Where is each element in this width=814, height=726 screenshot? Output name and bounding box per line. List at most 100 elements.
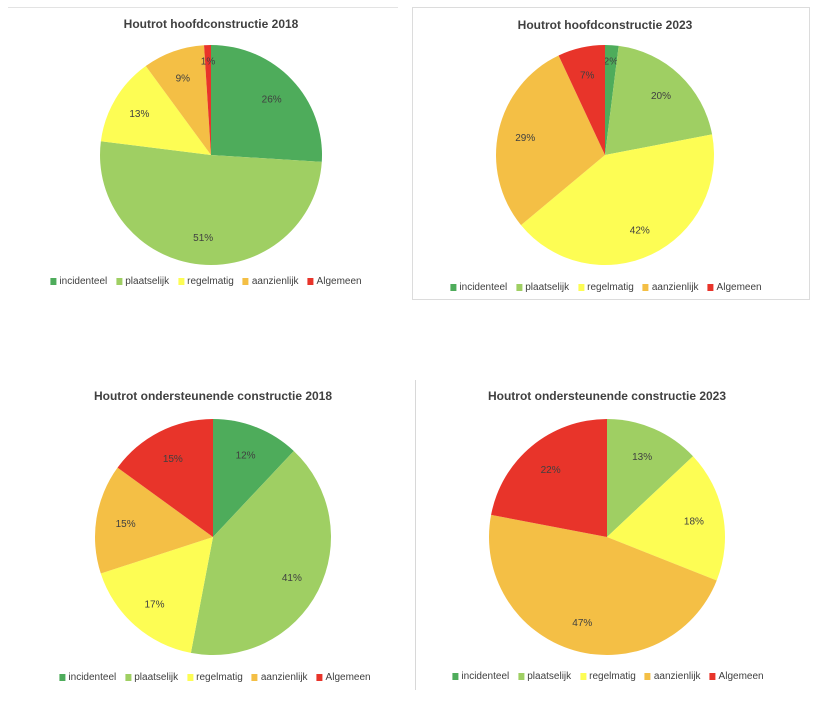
pie-slice-aanzienlijk xyxy=(496,55,605,226)
legend-item: incidenteel xyxy=(50,276,107,287)
divider xyxy=(415,380,416,690)
data-label: 9% xyxy=(176,73,191,84)
legend-swatch xyxy=(125,674,132,681)
legend-item: incidenteel xyxy=(452,671,509,682)
legend-label: regelmatig xyxy=(187,276,234,287)
data-label: 1% xyxy=(201,56,216,67)
legend-4: incidenteel plaatselijk regelmatig aanzienl… xyxy=(452,671,764,682)
pie-slice-regelmatig xyxy=(521,134,714,266)
legend-swatch xyxy=(450,284,457,291)
pie-slice-plaatselijk xyxy=(607,419,694,537)
data-label: 13% xyxy=(129,109,149,120)
chart-title-1: Houtrot hoofdconstructie 2018 xyxy=(123,17,299,31)
legend-swatch xyxy=(316,674,323,681)
pie-slice-plaatselijk xyxy=(99,141,322,266)
pie-slice-regelmatig xyxy=(100,66,211,155)
legend-label: Algemeen xyxy=(325,672,371,683)
legend-swatch xyxy=(116,278,123,285)
legend-label: Algemeen xyxy=(316,276,362,287)
legend-swatch xyxy=(251,674,258,681)
legend-item: incidenteel xyxy=(450,282,507,293)
legend-item: regelmatig xyxy=(187,672,243,683)
legend-label: aanzienlijk xyxy=(651,282,699,293)
legend-swatch xyxy=(642,284,649,291)
legend-swatch xyxy=(307,278,314,285)
legend-item: regelmatig xyxy=(580,671,636,682)
legend-swatch xyxy=(242,278,249,285)
legend-item: Algemeen xyxy=(707,282,762,293)
legend-label: plaatselijk xyxy=(125,276,170,287)
legend-swatch xyxy=(452,673,459,680)
legend-label: aanzienlijk xyxy=(653,671,701,682)
legend-label: regelmatig xyxy=(587,282,634,293)
data-label: 41% xyxy=(282,573,302,584)
legend-item: aanzienlijk xyxy=(251,672,308,683)
data-label: 17% xyxy=(144,599,164,610)
legend-label: plaatselijk xyxy=(134,672,179,683)
pie-slice-incidenteel xyxy=(213,419,294,537)
legend-label: Algemeen xyxy=(716,282,762,293)
legend-label: incidenteel xyxy=(459,282,508,293)
pie-slice-plaatselijk xyxy=(605,45,713,155)
pie-slice-incidenteel xyxy=(605,45,619,155)
chart-frame-1 xyxy=(8,7,398,303)
data-label: 15% xyxy=(163,454,183,465)
pie-slice-aanzienlijk xyxy=(145,45,211,156)
legend-swatch xyxy=(578,284,585,291)
legend-label: regelmatig xyxy=(196,672,243,683)
legend-item: regelmatig xyxy=(178,276,234,287)
data-label: 22% xyxy=(541,465,561,476)
legend-item: incidenteel xyxy=(59,672,116,683)
chart-title-4: Houtrot ondersteunende constructie 2023 xyxy=(487,389,727,403)
legend-1: incidenteel plaatselijk regelmatig aanzienl… xyxy=(50,276,362,287)
pie-slice-incidenteel xyxy=(211,45,322,162)
legend-swatch xyxy=(580,673,587,680)
legend-item: Algemeen xyxy=(307,276,362,287)
legend-swatch xyxy=(644,673,651,680)
pie-slice-algemeen xyxy=(558,45,605,155)
legend-item: aanzienlijk xyxy=(242,276,299,287)
legend-label: aanzienlijk xyxy=(251,276,299,287)
data-label: 12% xyxy=(236,451,256,462)
legend-label: incidenteel xyxy=(461,671,510,682)
data-label: 29% xyxy=(515,133,535,144)
data-label: 2% xyxy=(604,57,619,68)
pie-slice-algemeen xyxy=(204,45,211,155)
legend-label: Algemeen xyxy=(718,671,764,682)
legend-label: aanzienlijk xyxy=(260,672,308,683)
pie-slice-algemeen xyxy=(491,419,607,537)
legend-item: plaatselijk xyxy=(125,672,178,683)
legend-item: aanzienlijk xyxy=(642,282,699,293)
pie-slice-aanzienlijk xyxy=(489,514,717,655)
legend-label: plaatselijk xyxy=(527,671,572,682)
pie-slice-regelmatig xyxy=(100,537,213,653)
legend-label: plaatselijk xyxy=(525,282,570,293)
legend-label: incidenteel xyxy=(68,672,117,683)
chart-frame-2 xyxy=(412,7,810,300)
legend-label: incidenteel xyxy=(59,276,108,287)
data-label: 13% xyxy=(632,452,652,463)
legend-swatch xyxy=(709,673,716,680)
data-label: 7% xyxy=(580,70,595,81)
legend-item: plaatselijk xyxy=(518,671,571,682)
data-label: 15% xyxy=(116,519,136,530)
legend-3: incidenteel plaatselijk regelmatig aanzienl… xyxy=(59,672,371,683)
data-label: 18% xyxy=(684,516,704,527)
data-label: 26% xyxy=(262,95,282,106)
pie-slice-plaatselijk xyxy=(190,450,332,655)
data-label: 42% xyxy=(630,226,650,237)
chart-title-2: Houtrot hoofdconstructie 2023 xyxy=(517,18,693,32)
legend-swatch xyxy=(187,674,194,681)
chart-title-3: Houtrot ondersteunende constructie 2018 xyxy=(93,389,333,403)
legend-2: incidenteel plaatselijk regelmatig aanzienl… xyxy=(450,282,762,293)
legend-item: plaatselijk xyxy=(516,282,569,293)
legend-item: plaatselijk xyxy=(116,276,169,287)
data-label: 51% xyxy=(193,233,213,244)
pie-slice-algemeen xyxy=(117,419,213,537)
legend-item: Algemeen xyxy=(709,671,764,682)
legend-swatch xyxy=(518,673,525,680)
legend-label: regelmatig xyxy=(589,671,636,682)
pie-slice-aanzienlijk xyxy=(94,467,213,574)
data-label: 47% xyxy=(572,618,592,629)
